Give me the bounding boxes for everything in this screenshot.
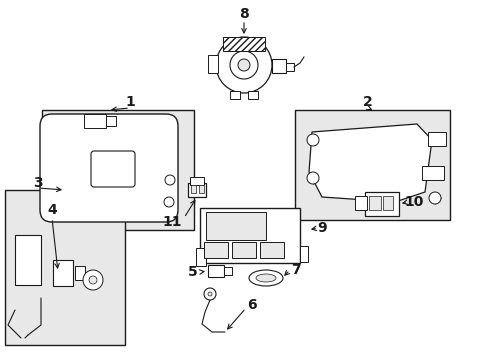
FancyBboxPatch shape: [40, 114, 178, 222]
Text: 6: 6: [246, 298, 256, 312]
Bar: [200, 208, 299, 263]
Bar: [196, 248, 205, 266]
Text: 10: 10: [404, 195, 423, 209]
Circle shape: [306, 134, 318, 146]
Ellipse shape: [248, 270, 283, 286]
Bar: [15, 235, 41, 285]
Ellipse shape: [256, 274, 275, 282]
Text: 5: 5: [188, 265, 198, 279]
FancyBboxPatch shape: [91, 151, 135, 187]
Circle shape: [89, 276, 97, 284]
Circle shape: [216, 37, 271, 93]
Bar: [271, 59, 285, 73]
Bar: [427, 132, 445, 146]
Bar: [207, 265, 224, 277]
Bar: [299, 246, 307, 262]
Bar: [53, 260, 73, 286]
Text: 8: 8: [239, 7, 248, 21]
Circle shape: [163, 197, 174, 207]
Bar: [190, 177, 203, 185]
Bar: [382, 196, 392, 210]
Bar: [247, 91, 258, 99]
Bar: [224, 267, 231, 275]
Bar: [231, 242, 256, 258]
Circle shape: [207, 292, 212, 296]
Bar: [75, 266, 85, 280]
Bar: [84, 114, 106, 128]
Bar: [205, 212, 265, 240]
Bar: [294, 110, 449, 220]
Bar: [285, 63, 293, 71]
Bar: [199, 185, 203, 193]
Circle shape: [229, 51, 258, 79]
Text: 7: 7: [290, 263, 300, 277]
Bar: [187, 183, 205, 197]
Text: 2: 2: [363, 95, 372, 109]
Bar: [368, 196, 380, 210]
Circle shape: [238, 59, 249, 71]
Circle shape: [164, 175, 175, 185]
Text: H: H: [108, 162, 120, 176]
Text: 4: 4: [47, 203, 57, 217]
Bar: [207, 55, 218, 73]
Circle shape: [203, 288, 216, 300]
Bar: [42, 110, 194, 230]
Circle shape: [83, 270, 103, 290]
Bar: [364, 192, 398, 216]
Text: 1: 1: [125, 95, 135, 109]
Text: 11: 11: [162, 215, 182, 229]
Bar: [203, 242, 227, 258]
Bar: [223, 37, 264, 51]
Polygon shape: [308, 124, 431, 202]
Circle shape: [306, 172, 318, 184]
Bar: [354, 196, 366, 210]
Text: 3: 3: [33, 176, 43, 190]
Bar: [421, 166, 443, 180]
Bar: [229, 91, 240, 99]
Bar: [191, 185, 196, 193]
Bar: [106, 116, 116, 126]
Text: 9: 9: [317, 221, 326, 235]
Bar: [260, 242, 284, 258]
Circle shape: [428, 192, 440, 204]
Bar: [5, 190, 125, 345]
